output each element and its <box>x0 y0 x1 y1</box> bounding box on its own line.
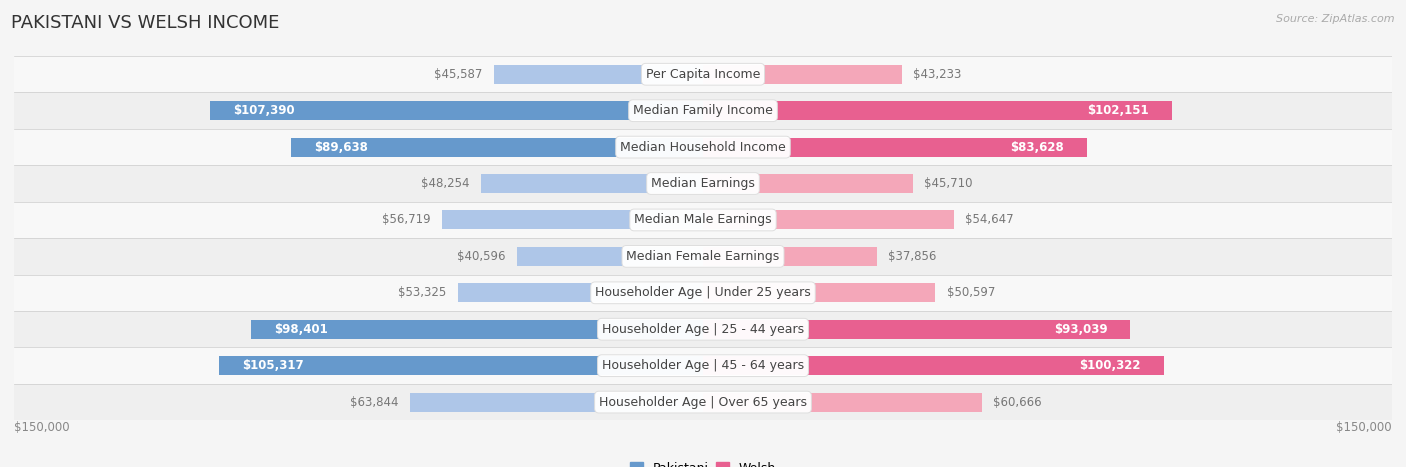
Text: Median Household Income: Median Household Income <box>620 141 786 154</box>
Text: $54,647: $54,647 <box>966 213 1014 226</box>
Bar <box>458 283 703 302</box>
Bar <box>703 247 877 266</box>
Text: $107,390: $107,390 <box>233 104 294 117</box>
Text: $45,587: $45,587 <box>434 68 482 81</box>
Bar <box>14 56 1392 92</box>
Text: $56,719: $56,719 <box>382 213 432 226</box>
Bar <box>481 174 703 193</box>
Bar <box>443 211 703 229</box>
Bar <box>14 238 1392 275</box>
Bar <box>494 65 703 84</box>
Text: Median Male Earnings: Median Male Earnings <box>634 213 772 226</box>
Text: $150,000: $150,000 <box>14 421 70 434</box>
Text: Householder Age | Over 65 years: Householder Age | Over 65 years <box>599 396 807 409</box>
Text: $50,597: $50,597 <box>946 286 995 299</box>
Bar <box>703 138 1087 156</box>
Bar <box>14 347 1392 384</box>
Text: $60,666: $60,666 <box>993 396 1042 409</box>
Text: $89,638: $89,638 <box>315 141 368 154</box>
Bar <box>14 384 1392 420</box>
Bar <box>14 311 1392 347</box>
Bar <box>516 247 703 266</box>
Text: $98,401: $98,401 <box>274 323 328 336</box>
Text: $83,628: $83,628 <box>1011 141 1064 154</box>
Bar <box>703 101 1173 120</box>
Text: $93,039: $93,039 <box>1053 323 1108 336</box>
Bar <box>409 393 703 411</box>
Text: $100,322: $100,322 <box>1080 359 1140 372</box>
Text: Householder Age | 45 - 64 years: Householder Age | 45 - 64 years <box>602 359 804 372</box>
Bar <box>14 92 1392 129</box>
Bar <box>291 138 703 156</box>
Text: $63,844: $63,844 <box>350 396 398 409</box>
Text: $43,233: $43,233 <box>912 68 962 81</box>
Bar <box>703 211 955 229</box>
Bar <box>14 165 1392 202</box>
Text: $105,317: $105,317 <box>242 359 304 372</box>
Bar <box>703 356 1164 375</box>
Text: Householder Age | Under 25 years: Householder Age | Under 25 years <box>595 286 811 299</box>
Bar <box>703 65 901 84</box>
Text: $53,325: $53,325 <box>398 286 447 299</box>
Text: $40,596: $40,596 <box>457 250 505 263</box>
Text: $102,151: $102,151 <box>1088 104 1149 117</box>
Bar <box>219 356 703 375</box>
Text: $150,000: $150,000 <box>1336 421 1392 434</box>
Bar <box>703 174 912 193</box>
Legend: Pakistani, Welsh: Pakistani, Welsh <box>626 457 780 467</box>
Text: Householder Age | 25 - 44 years: Householder Age | 25 - 44 years <box>602 323 804 336</box>
Text: Median Family Income: Median Family Income <box>633 104 773 117</box>
Bar <box>14 275 1392 311</box>
Bar <box>252 320 703 339</box>
Bar <box>209 101 703 120</box>
Text: $37,856: $37,856 <box>889 250 936 263</box>
Bar <box>703 283 935 302</box>
Text: PAKISTANI VS WELSH INCOME: PAKISTANI VS WELSH INCOME <box>11 14 280 32</box>
Bar <box>14 202 1392 238</box>
Text: Median Female Earnings: Median Female Earnings <box>627 250 779 263</box>
Bar <box>703 320 1130 339</box>
Text: $45,710: $45,710 <box>924 177 973 190</box>
Text: Per Capita Income: Per Capita Income <box>645 68 761 81</box>
Bar <box>703 393 981 411</box>
Text: $48,254: $48,254 <box>422 177 470 190</box>
Text: Median Earnings: Median Earnings <box>651 177 755 190</box>
Text: Source: ZipAtlas.com: Source: ZipAtlas.com <box>1277 14 1395 24</box>
Bar <box>14 129 1392 165</box>
